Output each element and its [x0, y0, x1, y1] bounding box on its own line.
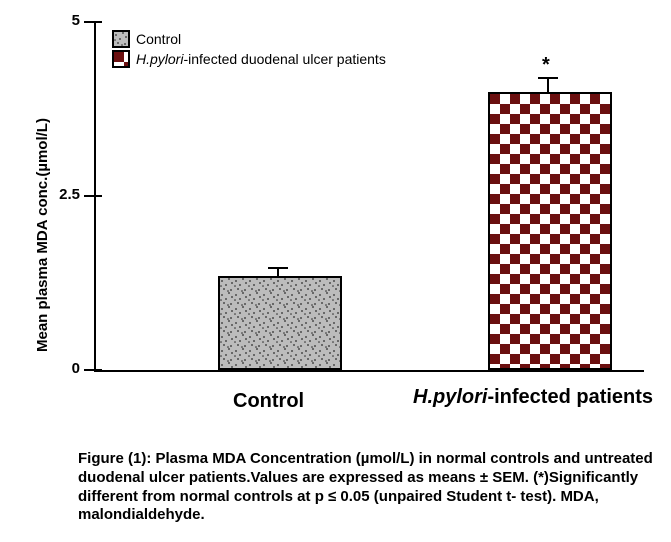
- y-tick-inner: [94, 21, 102, 23]
- x-axis-label: H.pylori-infected patients: [413, 386, 653, 409]
- error-cap: [268, 267, 288, 269]
- y-tick-label: 2.5: [0, 186, 80, 203]
- legend-swatch: [112, 50, 130, 68]
- legend-item: Control: [112, 30, 386, 48]
- y-tick: [84, 21, 94, 23]
- error-bar: [547, 78, 549, 92]
- figure-caption: Figure (1): Plasma MDA Concentration (µm…: [78, 450, 658, 525]
- y-axis-label: Mean plasma MDA conc.(µmol/L): [34, 118, 51, 352]
- legend-swatch: [112, 30, 130, 48]
- y-tick: [84, 369, 94, 371]
- legend-label: Control: [136, 31, 181, 47]
- legend-label: H.pylori-infected duodenal ulcer patient…: [136, 51, 386, 67]
- chart-stage: Mean plasma MDA conc.(µmol/L) Control H.p…: [0, 0, 671, 542]
- y-tick-label: 0: [0, 360, 80, 377]
- significance-marker: *: [542, 54, 550, 77]
- y-tick-inner: [94, 369, 102, 371]
- plot-area: [94, 22, 644, 372]
- y-tick: [84, 195, 94, 197]
- error-bar: [277, 268, 279, 276]
- y-tick-label: 5: [0, 12, 80, 29]
- error-cap: [538, 77, 558, 79]
- bar-control: [218, 276, 342, 370]
- y-tick-inner: [94, 195, 102, 197]
- legend: Control H.pylori-infected duodenal ulcer …: [112, 30, 386, 70]
- bar-infected: [488, 92, 612, 370]
- x-axis-label: Control: [233, 390, 304, 413]
- legend-item: H.pylori-infected duodenal ulcer patient…: [112, 50, 386, 68]
